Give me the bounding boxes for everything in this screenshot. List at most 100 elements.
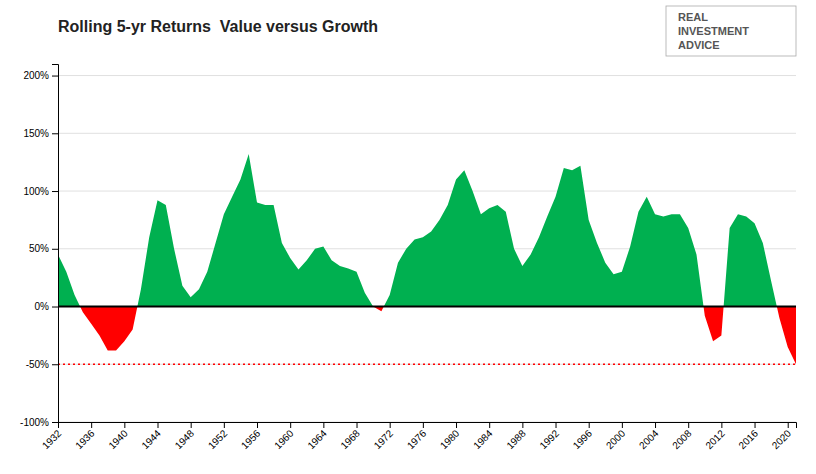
grid-line (58, 306, 796, 307)
y-tick-label: 50% (29, 243, 49, 254)
logo-text: REAL (678, 11, 708, 23)
x-tick-label: 2016 (736, 427, 760, 451)
grid-line (58, 191, 796, 192)
x-tick-mark (91, 422, 92, 428)
x-tick-mark (390, 422, 391, 428)
positive-area-group (58, 154, 796, 306)
x-tick-mark (323, 422, 324, 428)
x-tick-label: 1984 (471, 427, 495, 451)
y-tick: -50% (26, 359, 58, 370)
x-tick-mark (423, 422, 424, 428)
title: Rolling 5-yr Returns Value versus Growth (58, 18, 378, 35)
x-tick-label: 1936 (73, 427, 97, 451)
x-tick-mark (522, 422, 523, 428)
x-tick-mark (224, 422, 225, 428)
x-tick: 2012 (703, 422, 727, 451)
x-tick: 1964 (305, 422, 329, 451)
x-tick-label: 2000 (604, 427, 628, 451)
x-tick: 1936 (73, 422, 97, 451)
y-tick-mark (52, 364, 58, 365)
grid-line (58, 364, 796, 365)
grid (58, 76, 796, 422)
x-tick-label: 2020 (770, 427, 794, 451)
x-tick-label: 1964 (305, 427, 329, 451)
x-tick-mark (755, 422, 756, 428)
x-tick: 2016 (736, 422, 760, 451)
y-tick-mark (52, 191, 58, 192)
y-tick-label: -50% (26, 359, 49, 370)
x-tick: 2020 (770, 422, 794, 451)
x-tick: 1968 (338, 422, 362, 451)
x-tick: 1980 (438, 422, 462, 451)
x-tick-label: 1948 (173, 427, 197, 451)
x-tick-label: 1952 (206, 427, 230, 451)
x-tick-label: 1992 (537, 427, 561, 451)
y-tick: 50% (29, 243, 58, 254)
y-tick-label: 100% (23, 186, 49, 197)
x-tick-mark (489, 422, 490, 428)
x-tick-label: 1968 (338, 427, 362, 451)
x-tick-mark (158, 422, 159, 428)
x-tick: 1988 (504, 422, 528, 451)
reference-line (58, 364, 796, 366)
x-tick: 2008 (670, 422, 694, 451)
x-tick: 1940 (106, 422, 130, 451)
y-tick: 200% (23, 70, 58, 81)
logo: REAL INVESTMENT ADVICE (666, 6, 796, 56)
x-tick-label: 1940 (106, 427, 130, 451)
x-tick: 1996 (571, 422, 595, 451)
y-tick-mark (52, 249, 58, 250)
chart: 1932 1936 1940 1944 1948 1952 1956 1960 1964 1968… (0, 0, 816, 474)
y-tick: 0% (35, 301, 58, 312)
x-tick: 1984 (471, 422, 495, 451)
x-tick: 1972 (372, 422, 396, 451)
x-tick-mark (589, 422, 590, 428)
x-tick-mark (357, 422, 358, 428)
x-tick-label: 1956 (239, 427, 263, 451)
x-tick-mark (257, 422, 258, 428)
y-tick-label: 200% (23, 70, 49, 81)
y-axis-line (52, 65, 59, 423)
y-tick-mark (52, 422, 58, 423)
y-tick-mark (52, 133, 58, 134)
x-tick-label: 1960 (272, 427, 296, 451)
x-tick: 1944 (139, 422, 163, 451)
x-tick: 1960 (272, 422, 296, 451)
y-tick: 100% (23, 186, 58, 197)
x-tick-label: 1932 (40, 427, 64, 451)
negative-area-group (58, 307, 796, 365)
x-tick: 1952 (206, 422, 230, 451)
x-tick-label: 1944 (139, 427, 163, 451)
x-tick-label: 1980 (438, 427, 462, 451)
negative-area (58, 307, 796, 365)
x-tick: 1976 (405, 422, 429, 451)
x-tick-label: 2004 (637, 427, 661, 451)
y-tick-mark (52, 307, 58, 308)
x-tick: 1956 (239, 422, 263, 451)
x-tick-label: 1976 (405, 427, 429, 451)
x-tick-mark (456, 422, 457, 428)
logo-text: ADVICE (678, 39, 720, 51)
y-tick-mark (52, 76, 58, 77)
x-tick-label: 2008 (670, 427, 694, 451)
y-tick: -100% (20, 417, 58, 428)
x-tick-mark (124, 422, 125, 428)
x-axis: 1932 1936 1940 1944 1948 1952 1956 1960 1964 1968… (40, 422, 797, 451)
y-tick: 150% (23, 128, 58, 139)
grid-line (58, 133, 796, 134)
x-tick-label: 1996 (571, 427, 595, 451)
x-tick-label: 1988 (504, 427, 528, 451)
y-tick-label: 150% (23, 128, 49, 139)
y-tick-label: 0% (35, 301, 50, 312)
x-tick: 1948 (173, 422, 197, 451)
y-axis: -100% -50% 0% 50% 100% 150% 200% (20, 65, 58, 428)
positive-area (58, 154, 796, 306)
x-tick: 2004 (637, 422, 661, 451)
logo-text: INVESTMENT (678, 25, 749, 37)
x-tick-mark (191, 422, 192, 428)
x-axis-line (59, 423, 797, 429)
x-tick: 1992 (537, 422, 561, 451)
x-tick-mark (721, 422, 722, 428)
x-tick-mark (688, 422, 689, 428)
x-tick-label: 2012 (703, 427, 727, 451)
